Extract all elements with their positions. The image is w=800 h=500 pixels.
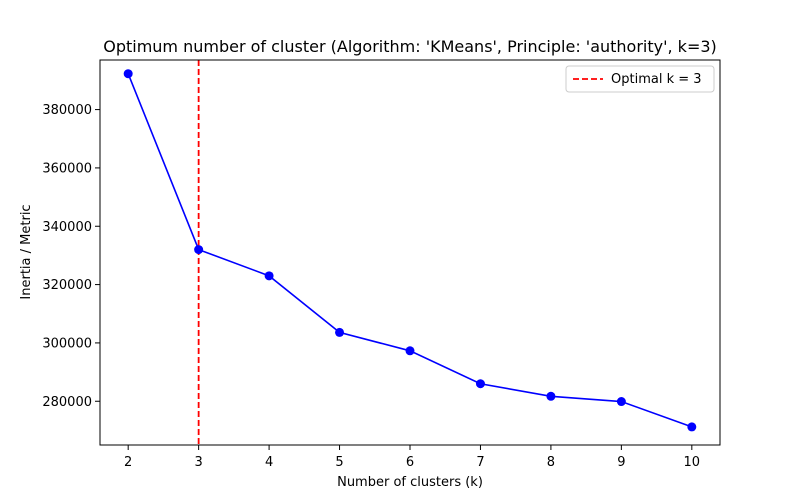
x-tick-label: 6 [406,455,414,470]
legend-box [565,65,715,93]
data-point-k-6 [405,346,415,356]
series-points [123,69,697,432]
data-point-k-4 [264,271,274,281]
x-tick-label: 7 [476,455,484,470]
x-axis-label: Number of clusters (k) [337,475,483,490]
legend-label-optimal-k: Optimal k = 3 [611,72,702,87]
data-point-k-2 [123,69,133,79]
y-axis-ticks: 280000 300000 320000 340000 360000 380000 [42,103,100,410]
x-axis-ticks: 2 3 4 5 6 7 8 9 10 [124,445,700,470]
data-point-k-7 [475,379,485,389]
y-tick-label: 320000 [42,278,92,293]
data-point-k-3 [194,245,204,255]
x-tick-label: 2 [124,455,132,470]
y-tick-label: 340000 [42,220,92,235]
data-point-k-9 [616,397,626,407]
y-axis-label: Inertia / Metric [19,204,34,299]
x-tick-label: 10 [684,455,701,470]
chart-title: Optimum number of cluster (Algorithm: 'K… [103,37,717,56]
x-tick-label: 4 [265,455,273,470]
x-tick-label: 8 [547,455,555,470]
data-point-k-8 [546,391,556,401]
data-point-k-10 [687,422,697,432]
data-point-k-5 [335,327,345,337]
y-tick-label: 360000 [42,161,92,176]
x-tick-label: 5 [335,455,343,470]
x-tick-label: 9 [617,455,625,470]
plot-area-background [100,60,720,445]
y-tick-label: 380000 [42,103,92,118]
plot-frame [99,59,721,446]
y-tick-label: 280000 [42,395,92,410]
legend: Optimal k = 3 [565,65,715,93]
y-tick-label: 300000 [42,336,92,351]
x-tick-label: 3 [194,455,202,470]
